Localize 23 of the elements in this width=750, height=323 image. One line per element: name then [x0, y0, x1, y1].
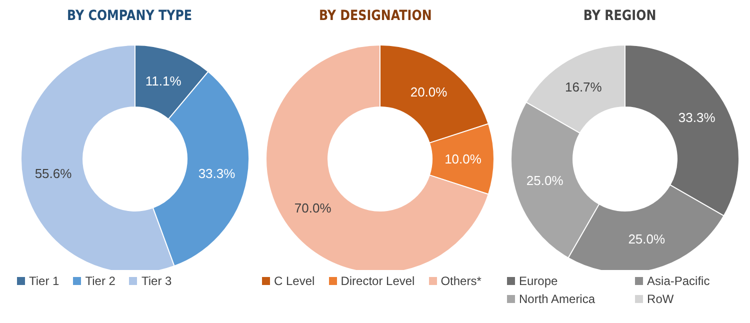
data-label: 20.0% — [410, 84, 448, 100]
data-label: 33.3% — [678, 110, 716, 125]
legend-label: Asia-Pacific — [647, 274, 710, 288]
data-label: 33.3% — [198, 166, 236, 181]
chart-title: BY DESIGNATION — [318, 8, 432, 26]
data-label: 70.0% — [294, 200, 332, 216]
legend-label: Others* — [440, 274, 482, 288]
data-label: 11.1% — [145, 73, 182, 88]
chart-title: BY REGION — [584, 8, 656, 26]
legend-label: Tier 3 — [141, 274, 172, 288]
legend-label: Tier 2 — [85, 274, 116, 288]
data-label: 25.0% — [526, 173, 564, 188]
legend-label: RoW — [647, 292, 674, 306]
data-label: 16.7% — [564, 80, 602, 95]
data-label: 10.0% — [444, 152, 482, 166]
data-label: 55.6% — [34, 166, 72, 182]
data-label: 25.0% — [628, 232, 666, 247]
legend-label: Director Level — [340, 274, 415, 288]
legend-label: C Level — [274, 274, 315, 288]
chart-title: BY COMPANY TYPE — [67, 8, 192, 26]
legend-label: North America — [519, 292, 596, 306]
legend-label: Tier 1 — [29, 274, 60, 288]
legend-label: Europe — [519, 274, 558, 288]
